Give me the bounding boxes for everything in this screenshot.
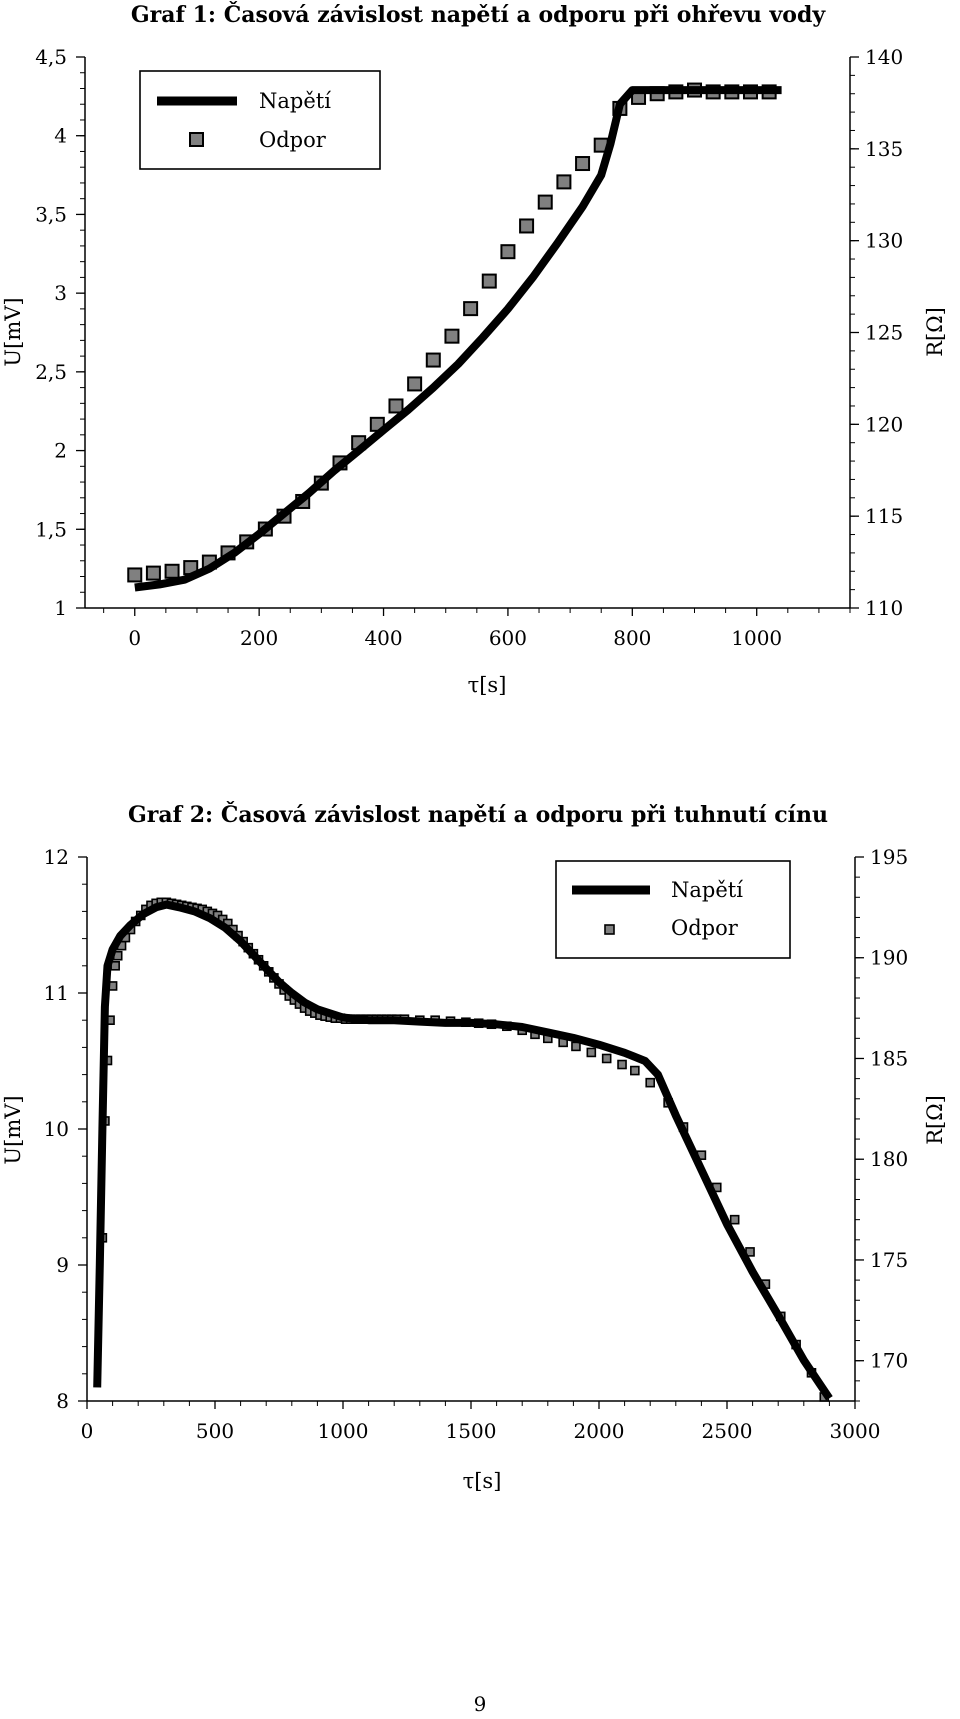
chart-2-legend-marker-swatch	[604, 924, 615, 935]
chart-1-y-tick-label-right: 130	[865, 229, 903, 253]
chart-2-y-tick-label-left: 8	[56, 1389, 69, 1413]
chart-1-odpor-marker	[145, 565, 161, 581]
chart-1: Graf 1: Časová závislost napětí a odporu…	[1, 1, 947, 697]
chart-2-odpor-marker	[630, 1065, 640, 1076]
chart-1-y-tick-label-right: 125	[865, 321, 903, 345]
chart-2-y-tick-label-left: 11	[44, 981, 69, 1005]
chart-1-y-tick-label-left: 3,5	[35, 202, 67, 226]
chart-1-x-tick-label: 400	[364, 626, 402, 650]
chart-1-odpor-marker	[388, 398, 404, 414]
chart-1-odpor-marker	[444, 328, 460, 344]
chart-2-x-tick-label: 1500	[446, 1419, 497, 1443]
chart-2-y-axis-label-right: R[Ω]	[923, 1095, 947, 1145]
chart-1-y-tick-label-left: 3	[54, 281, 67, 305]
chart-1-odpor-marker	[164, 563, 180, 579]
chart-1-x-tick-label: 1000	[731, 626, 782, 650]
chart-2-x-axis-label: τ[s]	[463, 1469, 502, 1493]
chart-1-odpor-marker	[407, 376, 423, 392]
chart-1-x-tick-label: 600	[489, 626, 527, 650]
chart-1-odpor-marker	[575, 156, 591, 172]
chart-1-legend: Napětí Odpor	[139, 70, 381, 170]
chart-2-x-tick-label: 0	[81, 1419, 94, 1443]
chart-1-legend-marker-swatch	[189, 132, 204, 147]
chart-2-y-tick-label-right: 195	[870, 845, 908, 869]
chart-2-x-tick-label: 500	[196, 1419, 234, 1443]
chart-1-odpor-marker	[537, 194, 553, 210]
chart-1-y-tick-label-right: 135	[865, 137, 903, 161]
chart-1-series-napeti-line	[134, 86, 782, 592]
chart-1-odpor-marker	[500, 244, 516, 260]
chart-2-plot-area	[93, 897, 833, 1402]
chart-1-y-tick-label-left: 4	[54, 124, 67, 148]
chart-1-y-tick-label-right: 110	[865, 596, 903, 620]
chart-2-y-tick-label-right: 185	[870, 1046, 908, 1070]
chart-2: Graf 2: Časová závislost napětí a odporu…	[1, 801, 947, 1493]
chart-1-y-axis-label-right: R[Ω]	[923, 307, 947, 357]
chart-2-x-tick-label: 3000	[830, 1419, 881, 1443]
chart-2-odpor-marker	[617, 1059, 627, 1070]
chart-2-y-tick-label-right: 170	[870, 1349, 908, 1373]
chart-1-x-tick-label: 200	[240, 626, 278, 650]
chart-1-axes: 0 200 400 600 800 1000 1 1,5 2 2,5 3 3,5 4 4,5 110 115 1…	[35, 45, 903, 650]
chart-2-legend-label-napeti: Napětí	[671, 878, 743, 902]
chart-1-odpor-marker	[519, 218, 535, 234]
chart-2-odpor-marker	[571, 1041, 581, 1052]
chart-2-legend-label-odpor: Odpor	[671, 916, 739, 940]
chart-1-odpor-marker	[463, 301, 479, 317]
chart-1-x-tick-label: 0	[128, 626, 141, 650]
chart-2-odpor-marker	[645, 1077, 656, 1088]
page-number: 9	[473, 1692, 487, 1716]
chart-1-y-tick-label-right: 115	[865, 504, 903, 528]
chart-2-y-tick-label-left: 9	[56, 1253, 69, 1277]
chart-1-y-tick-label-left: 2,5	[35, 360, 67, 384]
chart-1-odpor-marker	[556, 174, 572, 190]
chart-1-plot-area	[127, 82, 782, 592]
chart-1-title: Graf 1: Časová závislost napětí a odporu…	[131, 1, 826, 28]
chart-1-x-tick-label: 800	[613, 626, 651, 650]
chart-2-y-axis-label-left: U[mV]	[1, 1095, 25, 1164]
chart-1-y-tick-label-left: 4,5	[35, 45, 67, 69]
chart-2-odpor-marker	[601, 1053, 612, 1064]
chart-2-y-tick-label-right: 180	[870, 1147, 908, 1171]
chart-2-y-tick-label-left: 12	[44, 845, 69, 869]
chart-1-legend-box	[139, 70, 381, 170]
chart-1-odpor-marker	[127, 567, 143, 583]
chart-1-odpor-marker	[425, 352, 441, 368]
chart-2-legend-box	[555, 860, 791, 959]
chart-1-y-tick-label-left: 1	[54, 596, 67, 620]
chart-2-odpor-marker	[586, 1047, 597, 1058]
chart-2-x-tick-label: 2500	[702, 1419, 753, 1443]
chart-2-odpor-marker	[729, 1214, 740, 1225]
chart-2-series-odpor	[97, 897, 830, 1402]
chart-2-y-tick-label-left: 10	[44, 1117, 69, 1141]
chart-1-y-axis-label-left: U[mV]	[1, 297, 25, 366]
chart-1-y-tick-label-right: 140	[865, 45, 903, 69]
chart-2-x-tick-label: 1000	[318, 1419, 369, 1443]
chart-2-y-tick-label-right: 175	[870, 1248, 908, 1272]
chart-1-y-tick-label-left: 2	[54, 439, 67, 463]
chart-1-legend-label-odpor: Odpor	[259, 128, 327, 152]
chart-1-y-tick-label-right: 120	[865, 412, 903, 436]
chart-2-axes: 0 500 1000 1500 2000 2500 3000 8 9 10 11 12 170 175 18…	[44, 845, 909, 1443]
chart-2-x-tick-label: 2000	[574, 1419, 625, 1443]
chart-1-x-axis-label: τ[s]	[468, 673, 507, 697]
chart-2-y-tick-label-right: 190	[870, 946, 908, 970]
chart-2-legend: Napětí Odpor	[555, 860, 791, 959]
chart-1-odpor-marker	[481, 273, 497, 289]
chart-2-title: Graf 2: Časová závislost napětí a odporu…	[128, 801, 828, 828]
chart-1-y-tick-label-left: 1,5	[35, 517, 67, 541]
chart-1-legend-label-napeti: Napětí	[259, 89, 331, 113]
chart-2-series-napeti-line	[93, 900, 833, 1401]
